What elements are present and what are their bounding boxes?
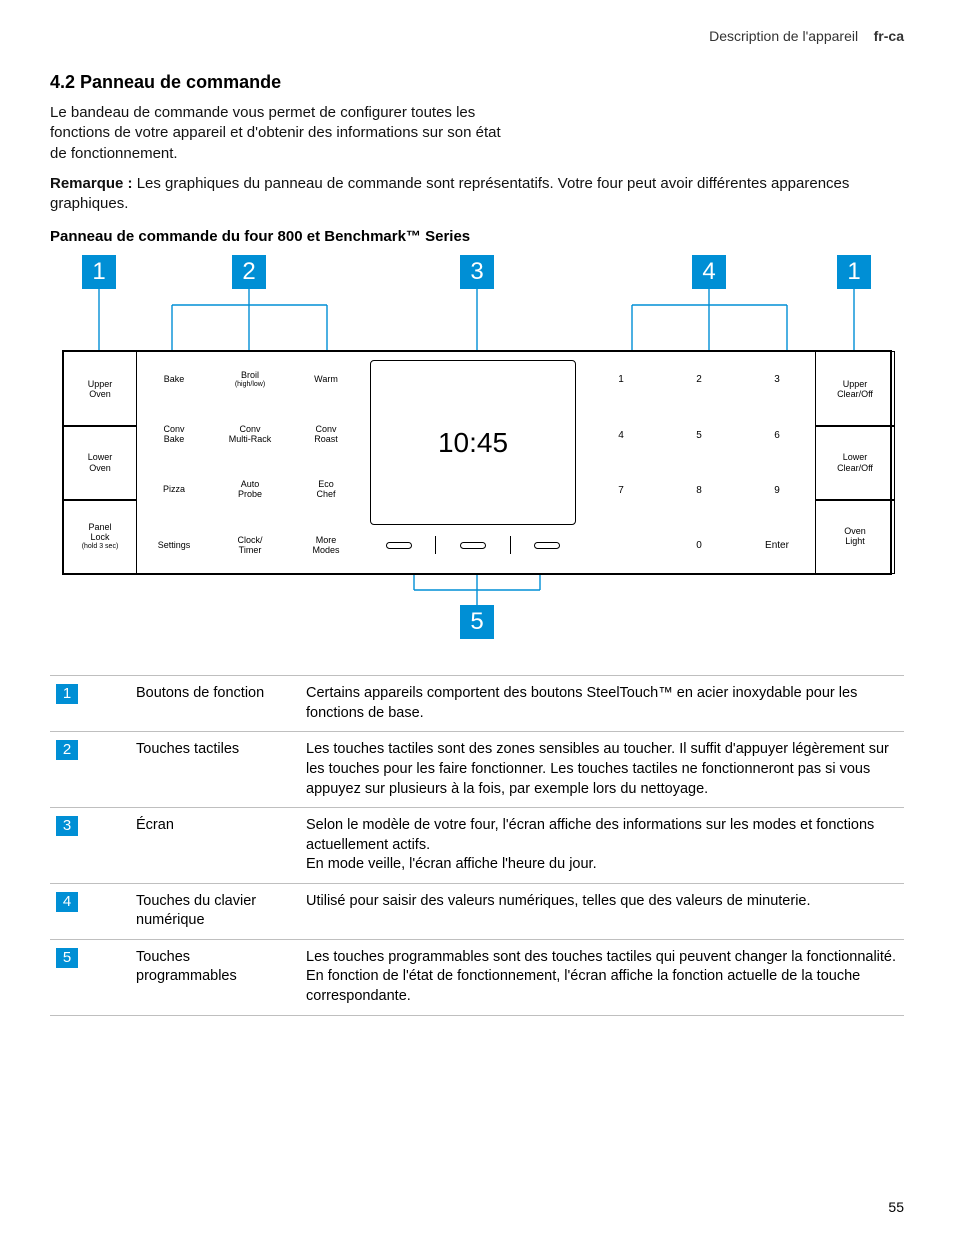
touch-key[interactable]: AutoProbe [212,463,288,518]
numpad-key[interactable]: 5 [660,408,738,463]
screen-time: 10:45 [438,427,508,459]
numpad-empty [582,518,660,573]
callout-5: 5 [460,605,494,639]
control-panel: UpperOvenLowerOvenPanelLock(hold 3 sec) … [62,350,892,575]
legend-label: Écran [130,808,300,884]
legend-desc: Certains appareils comportent des bouton… [300,676,904,732]
legend-badge: 3 [56,816,78,836]
left-function-buttons: UpperOvenLowerOvenPanelLock(hold 3 sec) [64,352,136,573]
right-fn-button[interactable]: LowerClear/Off [815,425,895,501]
numpad-key[interactable]: 0 [660,518,738,573]
numpad-key[interactable]: 7 [582,463,660,518]
callout-3: 3 [460,255,494,289]
softkey-1[interactable] [386,542,412,549]
touch-key[interactable]: ConvRoast [288,408,364,463]
legend-table: 1 Boutons de fonctionCertains appareils c… [50,675,904,1015]
legend-desc: Selon le modèle de votre four, l'écran a… [300,808,904,884]
numpad-key[interactable]: 1 [582,352,660,407]
left-fn-button[interactable]: UpperOven [63,351,137,427]
callout-2: 2 [232,255,266,289]
legend-row: 3 ÉcranSelon le modèle de votre four, l'é… [50,808,904,884]
legend-row: 2 Touches tactilesLes touches tactiles so… [50,732,904,808]
screen-column: 10:45 [364,352,582,573]
touch-key[interactable]: ConvMulti-Rack [212,408,288,463]
legend-row: 4 Touches du clavier numériqueUtilisé pou… [50,883,904,939]
oven-screen: 10:45 [370,360,576,525]
intro-paragraph: Le bandeau de commande vous permet de co… [50,103,510,164]
legend-row: 5 Touches programmablesLes touches progra… [50,939,904,1015]
right-function-buttons: UpperClear/OffLowerClear/OffOvenLight [816,352,894,573]
numpad-key[interactable]: 9 [738,463,816,518]
legend-desc: Les touches tactiles sont des zones sens… [300,732,904,808]
note-paragraph: Remarque : Les graphiques du panneau de … [50,174,904,215]
touch-key[interactable]: Settings [136,518,212,573]
numeric-keypad: 123 456 7890Enter [582,352,816,573]
legend-badge: 4 [56,892,78,912]
softkey-2[interactable] [460,542,486,549]
legend-desc: Les touches programmables sont des touch… [300,939,904,1015]
legend-desc: Utilisé pour saisir des valeurs numériqu… [300,883,904,939]
callout-4: 4 [692,255,726,289]
page-number: 55 [888,1199,904,1215]
softkey-sep [435,536,436,554]
softkey-sep [510,536,511,554]
left-fn-button[interactable]: LowerOven [63,425,137,501]
callout-1b: 1 [837,255,871,289]
legend-label: Touches du clavier numérique [130,883,300,939]
softkey-3[interactable] [534,542,560,549]
numpad-key[interactable]: 4 [582,408,660,463]
touch-key[interactable]: Pizza [136,463,212,518]
touch-key[interactable]: Broil(high/low) [212,352,288,407]
numpad-key[interactable]: 8 [660,463,738,518]
legend-label: Boutons de fonction [130,676,300,732]
legend-badge: 5 [56,948,78,968]
note-text: Les graphiques du panneau de commande so… [50,175,849,212]
header-lang: fr-ca [874,28,904,44]
legend-badge: 2 [56,740,78,760]
page-header: Description de l'appareil fr-ca [50,28,904,44]
legend-row: 1 Boutons de fonctionCertains appareils c… [50,676,904,732]
softkeys-row [370,525,576,565]
legend-label: Touches programmables [130,939,300,1015]
numpad-key[interactable]: 6 [738,408,816,463]
numpad-key[interactable]: Enter [738,518,816,573]
left-fn-button[interactable]: PanelLock(hold 3 sec) [63,499,137,575]
touch-key[interactable]: EcoChef [288,463,364,518]
section-heading: 4.2 Panneau de commande [50,72,904,93]
legend-label: Touches tactiles [130,732,300,808]
control-panel-diagram: 1 2 3 4 1 5 UpperOvenLowerOvenPanelLock(… [62,255,892,645]
numpad-key[interactable]: 3 [738,352,816,407]
numpad-key[interactable]: 2 [660,352,738,407]
legend-badge: 1 [56,684,78,704]
callout-1a: 1 [82,255,116,289]
right-fn-button[interactable]: UpperClear/Off [815,351,895,427]
touch-keys-grid: BakeBroil(high/low)Warm ConvBakeConvMulti… [136,352,364,573]
touch-key[interactable]: MoreModes [288,518,364,573]
header-left: Description de l'appareil [709,28,858,44]
subheading: Panneau de commande du four 800 et Bench… [50,228,904,245]
note-label: Remarque : [50,175,133,192]
touch-key[interactable]: Bake [136,352,212,407]
touch-key[interactable]: ConvBake [136,408,212,463]
right-fn-button[interactable]: OvenLight [815,499,895,575]
touch-key[interactable]: Clock/Timer [212,518,288,573]
touch-key[interactable]: Warm [288,352,364,407]
